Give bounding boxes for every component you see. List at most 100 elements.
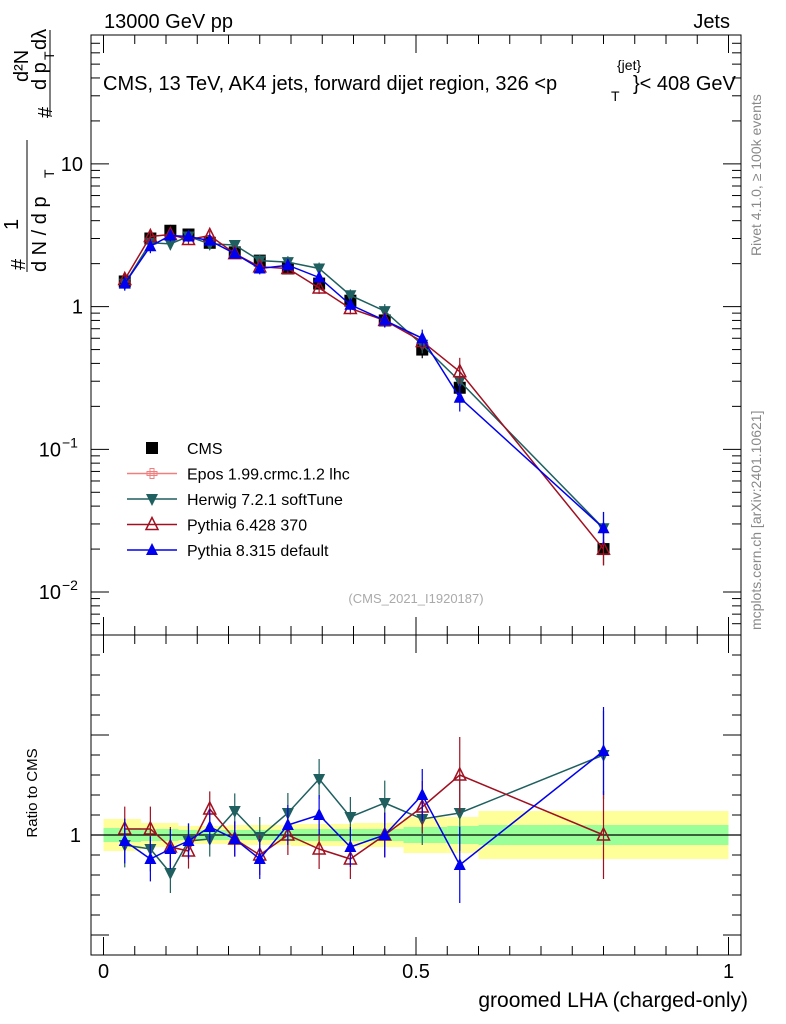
ratio-point-pythia8 <box>203 820 216 832</box>
ratio-series-herwig <box>118 711 610 893</box>
point-pythia8 <box>597 521 610 534</box>
series-pythia8 <box>118 228 610 545</box>
mcplots-label: mcplots.cern.ch [arXiv:2401.10621] <box>748 410 764 630</box>
upper-ytick-label-exponent: −2 <box>62 577 78 593</box>
upper-ytick-label: 10 <box>39 582 61 604</box>
ratio-point-pythia8 <box>313 808 326 820</box>
upper-series <box>117 224 611 566</box>
xtick-label: 0.5 <box>402 961 430 983</box>
point-pythia8 <box>182 229 195 242</box>
ratio-point-herwig <box>453 808 466 820</box>
ratio-point-pythia6 <box>596 826 611 841</box>
lower-ylabel: Ratio to CMS <box>24 748 41 837</box>
point-pythia8 <box>378 313 391 326</box>
point-herwig <box>344 290 357 303</box>
point-pythia8 <box>453 390 466 403</box>
xtick-label: 0 <box>98 961 109 983</box>
point-pythia6 <box>311 279 327 294</box>
upper-ytick-label: 10 <box>39 439 61 461</box>
ratio-point-pythia6 <box>311 840 327 855</box>
cross-marker-v <box>149 468 155 479</box>
plot-title: CMS, 13 TeV, AK4 jets, forward dijet reg… <box>103 73 557 95</box>
rivet-label: Rivet 4.1.0, ≥ 100k events <box>748 94 764 256</box>
ratio-point-pythia8 <box>344 840 357 852</box>
ratio-point-herwig <box>228 806 241 818</box>
point-pythia8 <box>344 297 357 310</box>
ratio-point-pythia8 <box>416 788 429 800</box>
ylabel-dN-sub: T <box>41 169 57 178</box>
point-pythia8 <box>416 331 429 344</box>
plot-title-main: CMS, 13 TeV, AK4 jets, forward dijet reg… <box>103 73 557 95</box>
ratio-point-pythia8 <box>453 858 466 870</box>
point-herwig <box>164 238 177 251</box>
series-cms <box>118 224 610 566</box>
energy-label: 13000 GeV pp <box>104 11 233 33</box>
ylabel-one: 1 <box>1 219 23 230</box>
ratio-point-pythia6 <box>452 766 467 781</box>
ratio-point-pythia8 <box>281 818 294 830</box>
upper-ylabel: # 1 d N / d p T # d²N d p T dλ <box>1 29 57 272</box>
ratio-point-pythia8 <box>253 852 266 864</box>
ratio-series-pythia8 <box>118 707 610 903</box>
ylabel-hash2: # <box>35 106 57 118</box>
ratio-point-pythia8 <box>182 834 195 846</box>
plot-title-sup: {jet} <box>617 57 641 73</box>
legend-label-herwig: Herwig 7.2.1 softTune <box>187 492 343 509</box>
legend-marker-pythia8 <box>146 543 158 555</box>
ratio-point-pythia8 <box>228 832 241 844</box>
ratio-point-pythia8 <box>144 852 157 864</box>
ratio-point-pythia8 <box>378 828 391 840</box>
lower-series <box>117 707 611 903</box>
ratio-point-herwig <box>164 868 177 880</box>
point-pythia6 <box>452 362 467 378</box>
point-pythia8 <box>203 233 216 246</box>
ratio-point-pythia8 <box>164 842 177 854</box>
point-pythia6 <box>596 540 611 555</box>
legend: CMS Epos 1.99.crmc.1.2 lhc Herwig 7.2.1 so… <box>127 441 350 560</box>
series-pythia6 <box>117 225 611 566</box>
x-axis-label: groomed LHA (charged-only) <box>478 989 748 1012</box>
legend-marker-herwig <box>146 494 158 506</box>
point-pythia8 <box>118 276 131 289</box>
upper-ytick-label-exponent: −1 <box>62 434 78 450</box>
point-pythia8 <box>253 261 266 274</box>
lower-axes: 10 0.5 1 <box>70 634 742 983</box>
analysis-tag: (CMS_2021_I1920187) <box>348 591 483 606</box>
upper-ytick-label: 1 <box>72 297 83 319</box>
lower-ytick-label: 1 <box>70 825 81 847</box>
ratio-line-pythia8 <box>124 750 604 867</box>
legend-label-epos: Epos 1.99.crmc.1.2 lhc <box>187 467 350 484</box>
legend-label-pythia6: Pythia 6.428 370 <box>187 518 307 535</box>
ylabel-den-sub: T <box>41 51 57 60</box>
point-pythia8 <box>228 246 241 259</box>
ylabel-hash1: # <box>8 258 30 270</box>
series-line-pythia8 <box>124 234 605 529</box>
ratio-point-herwig <box>344 812 357 824</box>
ratio-point-pythia8 <box>597 744 610 756</box>
legend-marker-epos <box>146 468 158 479</box>
ylabel-dN: d N / d p <box>29 196 51 272</box>
legend-label-cms: CMS <box>187 441 223 458</box>
ratio-point-herwig <box>313 774 326 786</box>
plot-title-sub: T <box>611 88 620 104</box>
point-herwig <box>313 263 326 276</box>
point-pythia8 <box>164 228 177 241</box>
ratio-point-herwig <box>378 798 391 810</box>
legend-marker-pythia6 <box>144 515 160 531</box>
category-label: Jets <box>693 11 730 33</box>
legend-marker-cms <box>146 442 158 454</box>
cross-marker-h <box>146 471 158 476</box>
ylabel-den: d p <box>29 62 51 90</box>
point-pythia8 <box>313 270 326 283</box>
plot-title-end: }< 408 GeV <box>633 73 737 95</box>
ratio-line-herwig <box>124 754 604 875</box>
xtick-label: 1 <box>723 961 734 983</box>
ylabel-dlambda: dλ <box>29 29 51 50</box>
point-pythia8 <box>144 239 157 252</box>
upper-ytick-label: 10 <box>61 154 83 176</box>
series-line-herwig <box>124 235 605 529</box>
ratio-point-pythia8 <box>118 834 131 846</box>
ratio-point-pythia6 <box>143 820 158 835</box>
